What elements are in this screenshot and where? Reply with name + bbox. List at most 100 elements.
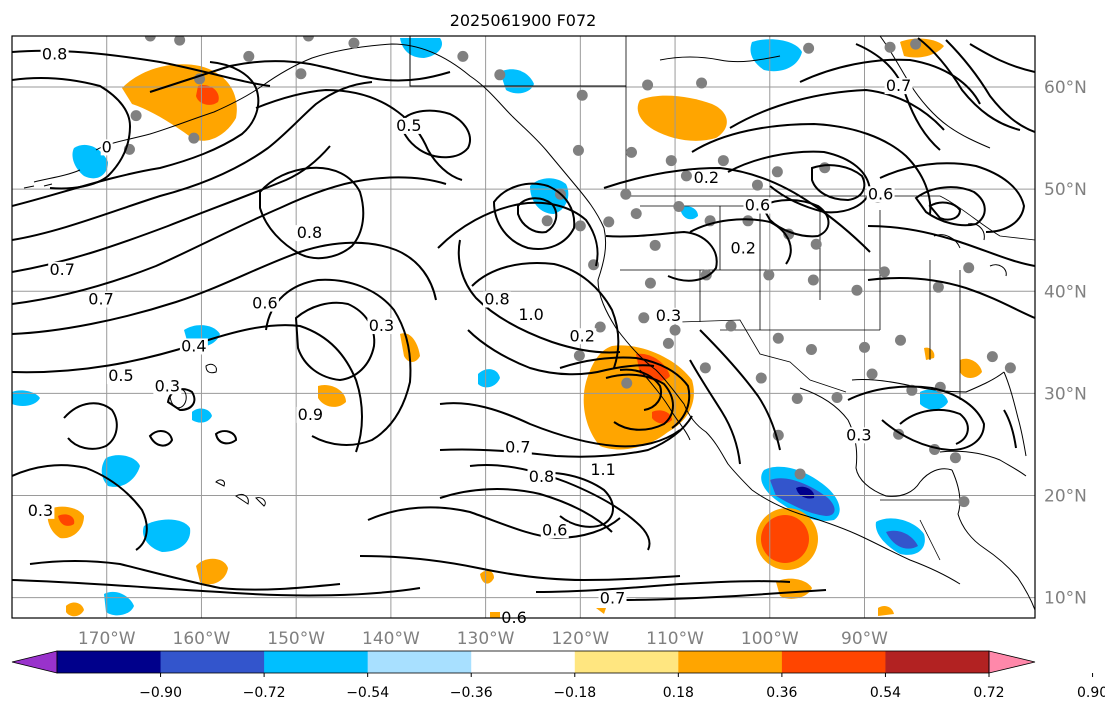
contour-label: 0.6	[745, 196, 770, 215]
contour-label: 0.8	[42, 44, 67, 63]
contour-label-backdrop	[568, 328, 597, 345]
contour-label-backdrop	[40, 46, 69, 63]
station-dot	[174, 36, 186, 46]
station-dot	[621, 377, 633, 389]
contour-label: 1.0	[518, 305, 543, 324]
station-dot	[295, 68, 307, 80]
contour-label-backdrop	[87, 291, 116, 308]
station-dot	[130, 110, 142, 122]
contour-label: 0.2	[570, 326, 595, 345]
dark-negative-patch	[886, 530, 918, 549]
contour-label-backdrop	[106, 368, 135, 385]
station-dot	[696, 77, 708, 89]
longitude-label: 120°W	[551, 629, 609, 649]
colorbar-tick-label: 0.90	[1077, 685, 1105, 701]
positive-anomaly-patch	[960, 358, 982, 378]
station-dot	[603, 216, 615, 228]
colorbar-segment	[160, 651, 265, 673]
contour-label: 0.8	[297, 223, 322, 242]
colorbar	[11, 650, 1036, 674]
latitude-label: 40°N	[1044, 282, 1087, 302]
station-dot	[717, 155, 729, 167]
station-dot	[669, 324, 681, 336]
latitude-label: 10°N	[1044, 589, 1087, 609]
contour-label-backdrop	[179, 338, 208, 355]
station-dot	[763, 269, 775, 281]
positive-anomaly-patch	[596, 608, 606, 614]
station-dot	[662, 337, 674, 349]
contour-labels: 0.8 0 0.7 0.7 0.5 0.4 0.3 0.6 0.8 0.3 0.5 0.9 0.3 0.8…	[26, 44, 913, 672]
station-dot	[986, 351, 998, 363]
contour-label-backdrop	[26, 502, 55, 519]
contour-label-backdrop	[517, 306, 546, 323]
colorbar-extend-max	[988, 650, 1036, 674]
station-dot	[794, 468, 806, 480]
station-dot	[819, 162, 831, 174]
station-dot	[751, 179, 763, 191]
contour-label-backdrop	[503, 439, 532, 456]
country-borders	[620, 36, 1035, 561]
contour-label-backdrop	[729, 240, 758, 257]
contour-label: 0.3	[846, 425, 871, 444]
map-title: 2025061900 F072	[450, 11, 597, 30]
contour-label: 0.3	[155, 376, 180, 395]
station-dot	[958, 496, 970, 508]
contour-label: 0.4	[181, 336, 206, 355]
longitude-label: 140°W	[362, 629, 420, 649]
station-dot	[573, 350, 585, 362]
negative-anomaly-patch	[920, 389, 948, 410]
contour-label: 0.5	[108, 366, 133, 385]
station-dot	[699, 362, 711, 374]
station-dot	[884, 41, 896, 53]
contour-label: 0.3	[656, 306, 681, 325]
station-dot	[644, 277, 656, 289]
colorbar-labels: −0.90 −0.72 −0.54 −0.36 −0.18 0.18 0.36 0.54 0.7…	[139, 673, 1105, 701]
contour-label-backdrop	[48, 261, 77, 278]
contour-label-backdrop	[598, 590, 627, 607]
station-dot	[574, 220, 586, 232]
contour-label-backdrop	[295, 225, 324, 242]
strong-positive-patch	[58, 514, 75, 526]
contour-label: 0.8	[484, 289, 509, 308]
contour-label: 0.2	[731, 238, 756, 257]
longitude-label: 160°W	[173, 629, 231, 649]
station-dot	[771, 166, 783, 178]
colorbar-segment	[57, 651, 162, 673]
colorbar-tick-label: 0.72	[973, 685, 1004, 701]
latitude-label: 50°N	[1044, 180, 1087, 200]
station-dot	[541, 215, 553, 227]
dark-negative-patch	[770, 478, 835, 516]
negative-anomaly-patch	[12, 390, 40, 406]
station-dot	[680, 170, 692, 182]
positive-anomaly-patch	[400, 333, 420, 362]
station-dot	[755, 372, 767, 384]
station-dot	[725, 320, 737, 332]
colorbar-outline	[56, 650, 990, 674]
station-dot	[866, 368, 878, 380]
contour-label-backdrop	[100, 139, 113, 156]
positive-anomaly-patch	[66, 602, 84, 617]
station-dot	[803, 42, 815, 54]
contour-label: 0.6	[252, 294, 277, 313]
colorbar-tick-label: 0.54	[870, 685, 901, 701]
station-dot	[630, 208, 642, 220]
latitude-label: 60°N	[1044, 78, 1087, 98]
longitude-label: 100°W	[741, 629, 799, 649]
station-dot	[772, 332, 784, 344]
station-dot	[1004, 362, 1016, 374]
negative-anomaly-patch	[478, 369, 500, 388]
colorbar-segment	[471, 651, 576, 673]
contour-lines	[12, 37, 1035, 601]
contour-label: 0	[102, 137, 112, 156]
contour-label: 0.7	[88, 289, 113, 308]
longitude-label: 110°W	[646, 629, 704, 649]
contour-label-backdrop	[367, 318, 396, 335]
station-dot	[910, 38, 922, 50]
station-dot	[243, 50, 255, 62]
contour-label-backdrop	[884, 78, 913, 95]
colorbar-tick-label: −0.72	[243, 685, 286, 701]
station-dot	[949, 452, 961, 464]
positive-anomaly-patch	[196, 558, 228, 585]
station-dot	[906, 384, 918, 396]
positive-anomaly-patch	[318, 384, 346, 407]
